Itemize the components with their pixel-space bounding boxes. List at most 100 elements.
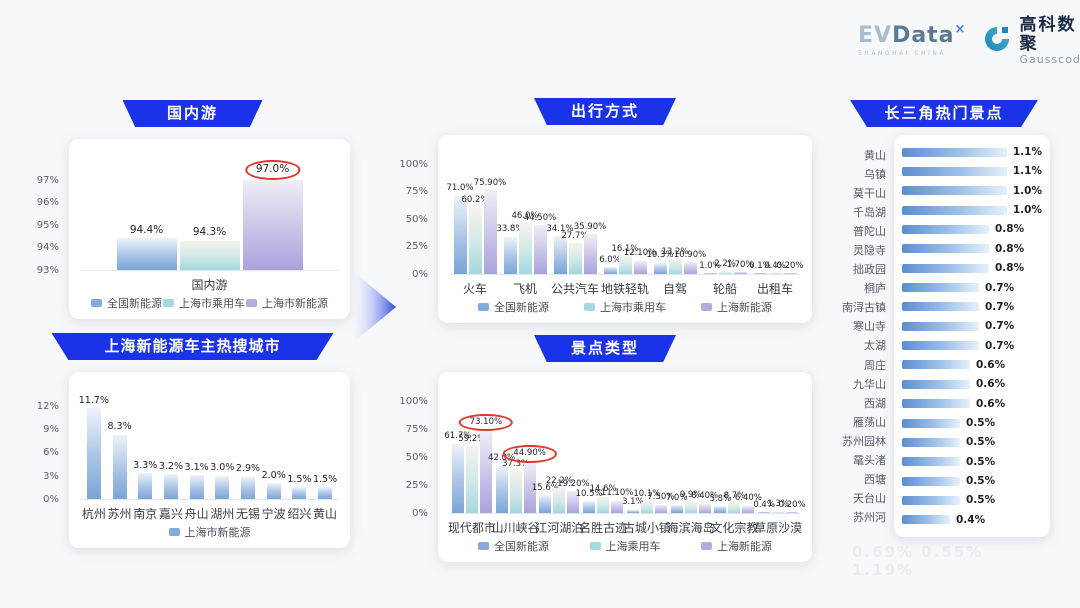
gausscode-cn-name: 高科数聚 bbox=[1019, 15, 1077, 54]
hbar-row: 0.4% bbox=[902, 514, 1042, 526]
bar-group: 5.8% 8.7% 6.40% 文化宗教 bbox=[710, 491, 762, 535]
category-label: 草原沙漠 bbox=[754, 521, 803, 535]
bar: 11.7% bbox=[79, 395, 109, 499]
hbar-row: 0.8% bbox=[902, 262, 1042, 274]
bar: 46.0% bbox=[511, 211, 539, 274]
hbar-row: 0.5% bbox=[902, 417, 1042, 429]
data-label: 11.7% bbox=[78, 394, 109, 406]
bar: 19.20% bbox=[557, 479, 590, 513]
hbar bbox=[902, 341, 979, 351]
legend-label: 上海新能源 bbox=[717, 540, 772, 553]
data-label: 3.0% bbox=[210, 462, 235, 474]
legend-item: 上海新能源 bbox=[701, 538, 772, 554]
data-label: 5.8% bbox=[709, 494, 732, 505]
legend-swatch bbox=[91, 299, 102, 307]
legend-swatch bbox=[701, 303, 712, 311]
legend-swatch bbox=[478, 303, 489, 311]
data-label: 15.6% bbox=[531, 483, 559, 494]
bar-chart-attraction-types: 100% 75% 50% 25% 0% 61.7% 59.2% 73.10% 现代都市 42.0… bbox=[398, 372, 812, 562]
bar: 13.2% bbox=[661, 247, 689, 274]
bar: 94.3% bbox=[179, 227, 240, 270]
attraction-value: 1.0% bbox=[1012, 204, 1042, 217]
bar-group: 3.2% 嘉兴 bbox=[159, 461, 183, 521]
category-label: 火车 bbox=[462, 282, 488, 296]
data-label: 0.20% bbox=[778, 499, 806, 510]
bar: 9.9% bbox=[680, 490, 701, 513]
data-label: 8.40% bbox=[691, 491, 719, 502]
chart-block-domestic: 国内游 97% 96% 95% 94% 93% 94.4% 94.3% 97.0% 国内游 全… bbox=[35, 100, 350, 319]
y-tick-label: 75% bbox=[405, 186, 428, 198]
y-tick-label: 50% bbox=[405, 213, 428, 225]
bar-group: 10.3% 13.2% 10.90% 自驾 bbox=[646, 247, 706, 296]
bar: 7.50% bbox=[647, 492, 674, 513]
bar: 6.0% bbox=[599, 255, 621, 274]
hbar-row: 1.1% bbox=[902, 165, 1042, 177]
faint-ghost-text: 0.69% 0.55% 1.19% bbox=[852, 543, 984, 579]
bar: 44.50% bbox=[524, 213, 556, 274]
chart-card: 71.0% 60.2% 75.90% 火车 33.8% 46.0% 44.50% 飞机 34.1… bbox=[438, 135, 812, 323]
bar: 71.0% bbox=[446, 183, 474, 274]
bar: 0.4% bbox=[753, 500, 775, 513]
bar: 3.0% bbox=[210, 462, 234, 499]
bar: 6.40% bbox=[735, 494, 762, 513]
chart-card: 94.4% 94.3% 97.0% 国内游 全国新能源 上海市乘用车 上海市新能源 bbox=[69, 139, 350, 319]
legend: 全国新能源 上海市乘用车 上海新能源 bbox=[450, 297, 800, 317]
bar: 8.40% bbox=[691, 491, 718, 513]
data-label: 97.0% bbox=[244, 160, 301, 180]
attraction-name: 普陀山 bbox=[853, 225, 886, 239]
hbar bbox=[902, 186, 1007, 196]
data-label: 94.3% bbox=[192, 226, 227, 239]
data-label: 27.7% bbox=[561, 231, 589, 242]
plot-area: 94.4% 94.3% 97.0% 国内游 bbox=[81, 160, 338, 292]
hbar bbox=[902, 244, 989, 254]
bar: 16.1% bbox=[611, 244, 639, 274]
hbar-row: 0.5% bbox=[902, 436, 1042, 448]
bar: 34.1% bbox=[546, 224, 574, 274]
legend-swatch bbox=[478, 542, 489, 550]
hbar-row: 0.5% bbox=[902, 456, 1042, 468]
y-tick-label: 100% bbox=[399, 395, 428, 407]
y-tick-label: 0% bbox=[412, 508, 428, 519]
bar: 1.70% bbox=[726, 260, 754, 274]
category-label: 古城小镇 bbox=[622, 521, 671, 535]
data-label: 1.3% bbox=[767, 499, 789, 510]
bar: 15.6% bbox=[532, 483, 559, 513]
category-label: 文化宗教 bbox=[710, 521, 759, 535]
chart-block-cities: 上海新能源车主热搜城市 12% 9% 6% 3% 0% 11.7% 杭州 8.3% 苏州 3.3… bbox=[35, 333, 350, 548]
data-label: 3.1% bbox=[622, 497, 644, 508]
data-label: 35.90% bbox=[573, 222, 607, 232]
attraction-name: 鼋头渚 bbox=[853, 453, 886, 467]
attraction-value: 0.5% bbox=[966, 475, 996, 488]
evdata-data-text: Data bbox=[892, 23, 955, 49]
y-tick-label: 94% bbox=[36, 242, 59, 254]
bar: 11.10% bbox=[601, 488, 633, 513]
hbar bbox=[902, 495, 960, 505]
category-label: 出租车 bbox=[756, 282, 794, 296]
bar: 8.3% bbox=[107, 421, 132, 499]
legend-label: 上海市新能源 bbox=[184, 526, 251, 539]
hbar-row: 1.0% bbox=[902, 185, 1042, 197]
bar: 10.5% bbox=[576, 489, 603, 513]
data-label: 22.2% bbox=[545, 475, 573, 486]
category-label: 地铁轻轨 bbox=[600, 282, 650, 296]
bar-group: 33.8% 46.0% 44.50% 飞机 bbox=[496, 211, 556, 296]
evdata-wordmark: EVData× bbox=[858, 23, 966, 49]
data-label: 10.1% bbox=[633, 489, 661, 500]
evdata-ev-text: EV bbox=[858, 23, 893, 49]
data-label: 0.4% bbox=[764, 260, 786, 271]
data-label: 44.90% bbox=[502, 445, 557, 463]
data-label: 34.1% bbox=[546, 223, 574, 234]
bar-group: 2.9% 无锡 bbox=[236, 463, 260, 521]
data-label: 37.3% bbox=[502, 458, 530, 469]
attraction-name: 桐庐 bbox=[864, 282, 886, 296]
data-label: 7.0% bbox=[665, 492, 688, 503]
data-label: 10.3% bbox=[646, 250, 674, 261]
data-label: 1.0% bbox=[699, 260, 721, 271]
data-label: 11.10% bbox=[600, 488, 634, 499]
bar: 2.0% bbox=[262, 470, 286, 499]
y-tick-label: 12% bbox=[36, 400, 59, 412]
bar-chart-travel-modes: 100% 75% 50% 25% 0% 71.0% 60.2% 75.90% 火车 33.8% 4… bbox=[398, 135, 812, 323]
plot-area: 71.0% 60.2% 75.90% 火车 33.8% 46.0% 44.50% 飞机 34.1… bbox=[446, 159, 803, 296]
attraction-value: 0.8% bbox=[995, 223, 1025, 236]
bar-group: 3.3% 南京 bbox=[133, 460, 157, 521]
